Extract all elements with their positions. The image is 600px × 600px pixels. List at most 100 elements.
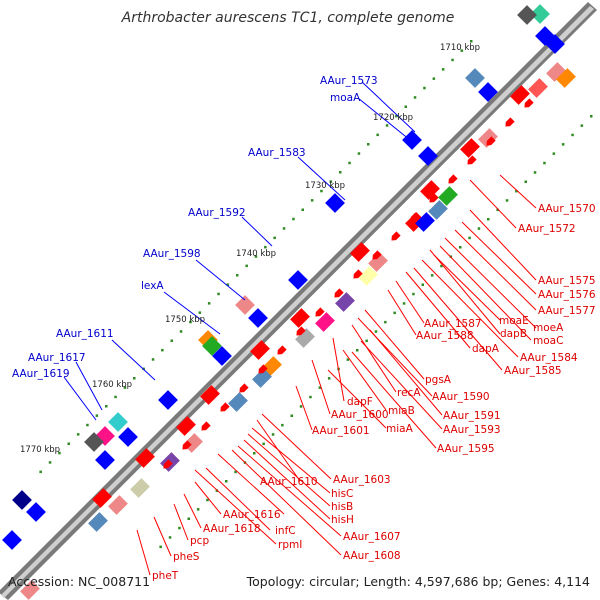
- tick-dot: [262, 442, 265, 446]
- gene-label: dapB: [500, 328, 527, 340]
- gene-label: AAur_1591: [443, 410, 501, 422]
- gene-label: AAur_1590: [432, 391, 490, 403]
- gene-label: dapA: [472, 343, 500, 355]
- gene-label: hisC: [331, 488, 353, 500]
- gene-feature: [556, 68, 576, 88]
- tick-dot: [384, 320, 387, 324]
- gene-label: lexA: [141, 280, 164, 292]
- tick-dot: [114, 395, 117, 399]
- gene-feature: [88, 512, 108, 532]
- tick-dot: [161, 348, 164, 352]
- leader-line: [297, 156, 346, 201]
- lower-gene-labels: AAur_1570 AAur_1572 AAur_1575 AAur_1576 …: [152, 203, 596, 582]
- gene-label: AAur_1618: [203, 523, 261, 535]
- tick-label: 1740 kbp: [236, 249, 276, 259]
- gene-label: AAur_1600: [331, 409, 389, 421]
- gene-feature: [478, 128, 498, 148]
- gene-feature: [510, 85, 530, 105]
- gene-feature: [239, 383, 249, 393]
- leader-line: [163, 291, 221, 335]
- tick-dot: [226, 283, 230, 286]
- gene-feature: [420, 180, 440, 200]
- leader-line: [342, 349, 387, 411]
- gene-feature: [467, 155, 477, 165]
- tick-dot: [365, 339, 368, 343]
- tick-dot: [264, 245, 267, 249]
- gene-feature: [12, 490, 32, 510]
- leader-line: [194, 481, 222, 515]
- tick-dot: [413, 96, 417, 99]
- gene-label: AAur_1593: [443, 424, 501, 436]
- gene-label: AAur_1595: [437, 443, 495, 455]
- gene-label: pcp: [190, 535, 209, 547]
- tick-dot: [329, 180, 333, 183]
- tick-dot: [374, 330, 378, 333]
- leader-line: [231, 449, 342, 556]
- tick-dot: [580, 124, 584, 127]
- leader-line: [63, 376, 97, 421]
- gene-label: recA: [397, 387, 421, 399]
- gene-feature: [108, 495, 128, 515]
- gene-label: AAur_1617: [28, 352, 86, 364]
- gene-label: infC: [275, 525, 296, 537]
- gene-label: AAur_1572: [518, 223, 576, 235]
- gene-feature: [448, 174, 458, 184]
- gene-feature: [402, 130, 422, 150]
- tick-dot: [273, 236, 276, 240]
- tick-dot: [67, 442, 70, 445]
- gene-feature: [108, 412, 128, 432]
- gene-feature: [288, 270, 308, 290]
- gene-feature: [315, 312, 335, 332]
- gene-feature: [295, 328, 315, 348]
- leader-line: [183, 493, 202, 529]
- tick-dot: [58, 451, 61, 455]
- tick-dot: [393, 311, 396, 315]
- gene-label: AAur_1608: [343, 550, 401, 562]
- label-leader-lines: [63, 81, 537, 576]
- tick-dot: [309, 395, 312, 399]
- leader-line: [295, 385, 313, 431]
- tick-dot: [105, 405, 108, 408]
- gene-feature: [201, 421, 211, 431]
- leader-line: [311, 359, 331, 415]
- gene-feature: [250, 340, 270, 360]
- tick-dot: [430, 274, 434, 277]
- accession-text: Accession: NC_008711: [8, 574, 150, 589]
- gene-label: AAur_1607: [343, 531, 401, 543]
- leader-line: [153, 516, 172, 557]
- tick-dot: [168, 536, 172, 539]
- gene-feature: [130, 478, 150, 498]
- tick-dot: [198, 311, 202, 314]
- gene-feature: [391, 231, 401, 241]
- tick-dot: [123, 386, 127, 389]
- leader-line: [111, 339, 156, 381]
- gene-label: AAur_1598: [143, 248, 201, 260]
- gene-label: pheT: [152, 570, 179, 582]
- tick-dot: [206, 498, 209, 502]
- leader-line: [461, 221, 537, 295]
- gene-label: AAur_1575: [538, 275, 596, 287]
- tick-dot: [299, 405, 303, 408]
- gene-feature: [95, 450, 115, 470]
- gene-feature: [84, 432, 104, 452]
- tick-label: 1720 kbp: [373, 113, 413, 123]
- tick-dot: [217, 292, 220, 296]
- leader-line: [217, 453, 285, 515]
- gene-feature: [460, 138, 480, 158]
- tick-dot: [561, 143, 565, 146]
- gene-label: pheS: [173, 551, 200, 563]
- leader-line: [351, 324, 397, 393]
- gene-feature: [325, 193, 345, 213]
- tick-label: 1710 kbp: [440, 43, 480, 53]
- gene-label: AAur_1592: [188, 207, 246, 219]
- tick-dot: [236, 274, 239, 277]
- gene-label: AAur_1616: [223, 509, 281, 521]
- tick-dot: [524, 180, 527, 183]
- leader-line: [237, 445, 342, 537]
- backbone-highlight: [1, 6, 594, 598]
- tick-dot: [496, 208, 499, 212]
- gene-feature: [524, 98, 534, 108]
- tick-dot: [254, 255, 258, 258]
- leader-line: [173, 503, 189, 541]
- gene-feature: [277, 345, 287, 355]
